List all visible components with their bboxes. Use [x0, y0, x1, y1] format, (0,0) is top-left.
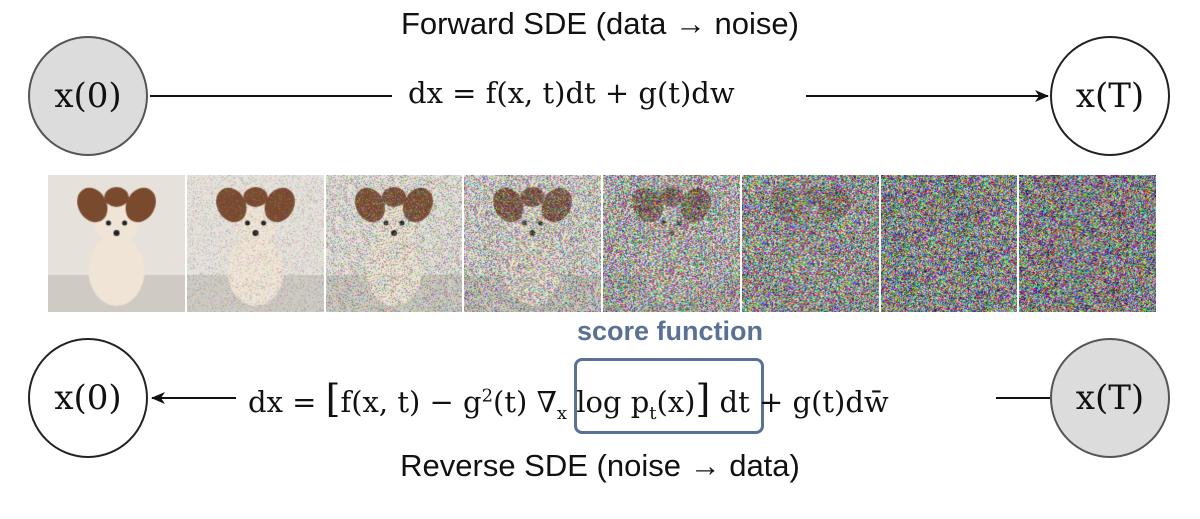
- forward-start-node: x(0): [28, 36, 148, 156]
- score-nabla: ∇: [536, 385, 557, 419]
- forward-end-node: x(T): [1050, 36, 1170, 156]
- score-arg: (x): [656, 385, 696, 419]
- diffusion-frame: [186, 175, 324, 312]
- reverse-equation: dx = [f(x, t) − g2(t) ∇x log pt(x)] dt +…: [248, 377, 889, 424]
- diffusion-frame-image: [48, 175, 185, 312]
- diffusion-frame: [880, 175, 1018, 312]
- reverse-start-node-label: x(T): [1075, 378, 1145, 418]
- diffusion-frame: [1019, 175, 1156, 312]
- reverse-eq-part2: (t): [493, 385, 528, 419]
- diffusion-frame-image: [603, 175, 740, 312]
- score-function-label: score function: [576, 316, 764, 346]
- forward-end-node-label: x(T): [1075, 76, 1145, 116]
- reverse-eq-open-bracket: [: [325, 377, 341, 421]
- score-function-box: [574, 358, 764, 434]
- reverse-eq-close-bracket: ]: [695, 377, 711, 421]
- diffusion-frame-image: [741, 175, 879, 312]
- reverse-end-node: x(0): [28, 338, 148, 458]
- diffusion-frames: [48, 175, 1156, 312]
- forward-eq-rhs: f(x, t)dt + g(t)dw: [485, 76, 735, 110]
- reverse-eq-square: 2: [481, 385, 494, 407]
- score-log: log p: [576, 385, 650, 419]
- diffusion-frame-image: [464, 175, 601, 312]
- forward-start-node-label: x(0): [54, 76, 122, 116]
- reverse-end-node-label: x(0): [54, 378, 122, 418]
- reverse-eq-lhs: dx =: [248, 385, 317, 419]
- reverse-eq-part1: f(x, t) − g: [340, 385, 482, 419]
- diffusion-frame: [741, 175, 879, 312]
- diffusion-frame: [325, 175, 463, 312]
- diffusion-frame-image: [1019, 175, 1156, 312]
- forward-eq-lhs: dx =: [408, 76, 477, 110]
- diffusion-frame-image: [880, 175, 1018, 312]
- forward-sde-title: Forward SDE (data → noise): [401, 6, 799, 41]
- reverse-eq-tail: dt + g(t)dw̄: [719, 385, 889, 419]
- reverse-sde-title: Reverse SDE (noise → data): [400, 448, 800, 483]
- diffusion-frame-image: [186, 175, 324, 312]
- diffusion-frame: [464, 175, 601, 312]
- diffusion-frame: [603, 175, 740, 312]
- diffusion-frame: [48, 175, 185, 312]
- score-nabla-sub: x: [556, 402, 567, 424]
- forward-equation: dx = f(x, t)dt + g(t)dw: [408, 76, 735, 110]
- reverse-start-node: x(T): [1050, 338, 1170, 458]
- score-t-sub: t: [649, 402, 657, 424]
- diffusion-frame-image: [325, 175, 463, 312]
